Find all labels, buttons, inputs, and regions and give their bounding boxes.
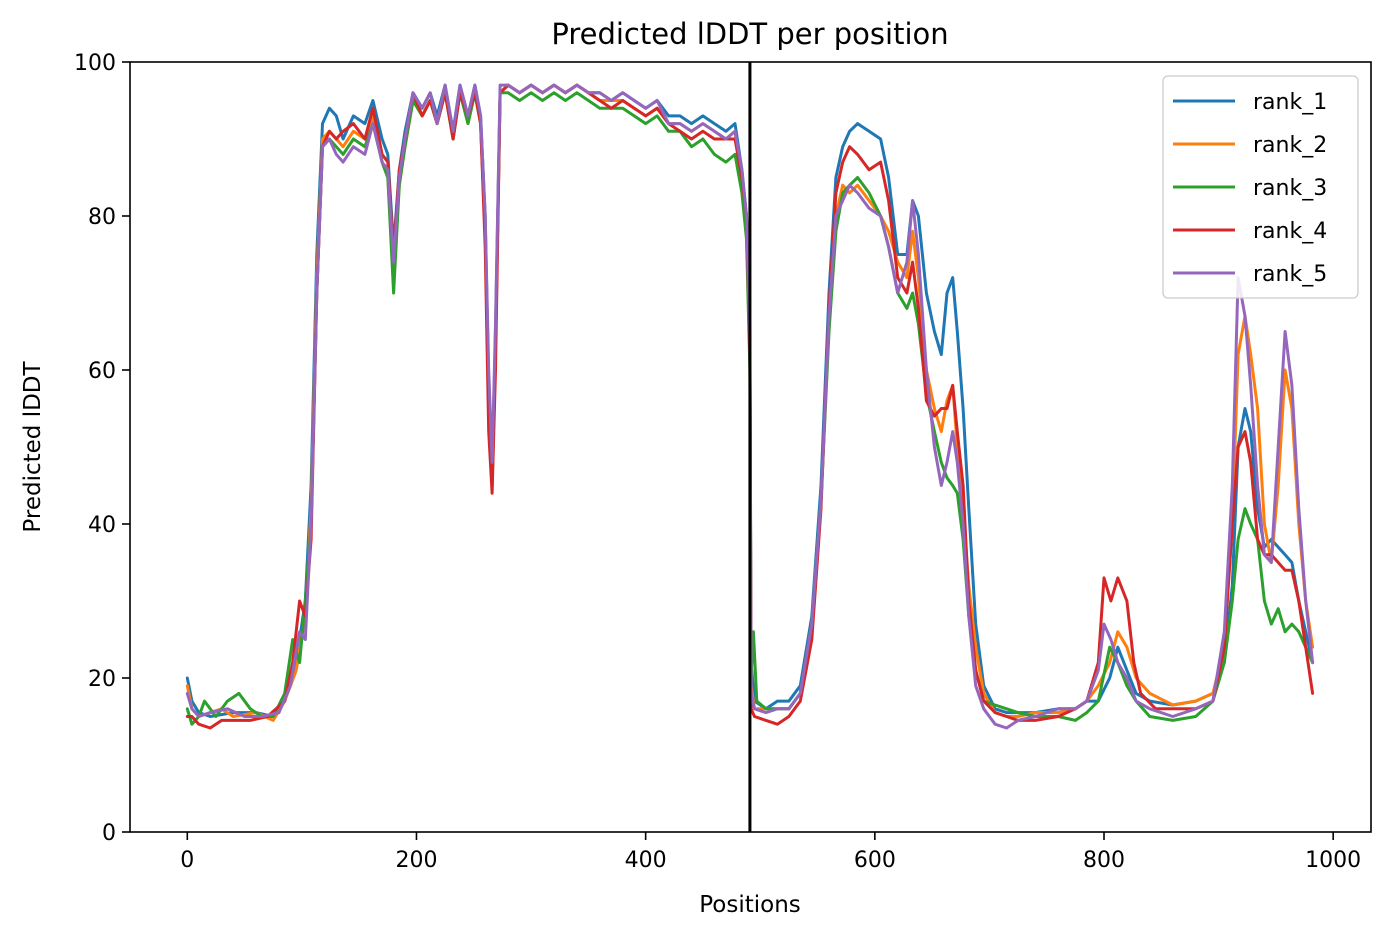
legend-label: rank_2 bbox=[1253, 133, 1327, 158]
chart-title: Predicted lDDT per position bbox=[551, 17, 948, 51]
x-tick-label: 400 bbox=[625, 848, 667, 873]
x-tick-label: 0 bbox=[180, 848, 194, 873]
y-axis: 0 20 40 60 80 100 bbox=[74, 51, 130, 846]
legend-label: rank_1 bbox=[1253, 90, 1327, 115]
x-axis: 0 200 400 600 800 1000 bbox=[180, 832, 1361, 873]
x-axis-label: Positions bbox=[699, 892, 801, 918]
series-line-rank_5 bbox=[185, 83, 1315, 730]
series-line-rank_3 bbox=[185, 91, 1315, 726]
y-tick-label: 40 bbox=[88, 513, 116, 538]
y-tick-label: 20 bbox=[88, 667, 116, 692]
plot-frame bbox=[129, 61, 1372, 833]
x-tick-label: 1000 bbox=[1305, 848, 1361, 873]
legend-label: rank_4 bbox=[1253, 219, 1327, 244]
y-tick-label: 100 bbox=[74, 51, 116, 76]
y-tick-label: 80 bbox=[88, 205, 116, 230]
y-tick-label: 60 bbox=[88, 359, 116, 384]
series-layer bbox=[185, 83, 1315, 730]
y-axis-label: Predicted lDDT bbox=[20, 360, 46, 532]
y-tick-label: 0 bbox=[102, 821, 116, 846]
legend-label: rank_5 bbox=[1253, 262, 1327, 287]
legend: rank_1 rank_2 rank_3 rank_4 rank_5 bbox=[1162, 75, 1359, 299]
legend-label: rank_3 bbox=[1253, 176, 1327, 201]
legend-box bbox=[1162, 75, 1359, 299]
x-tick-label: 800 bbox=[1083, 848, 1125, 873]
x-tick-label: 600 bbox=[854, 848, 896, 873]
x-tick-label: 200 bbox=[395, 848, 437, 873]
